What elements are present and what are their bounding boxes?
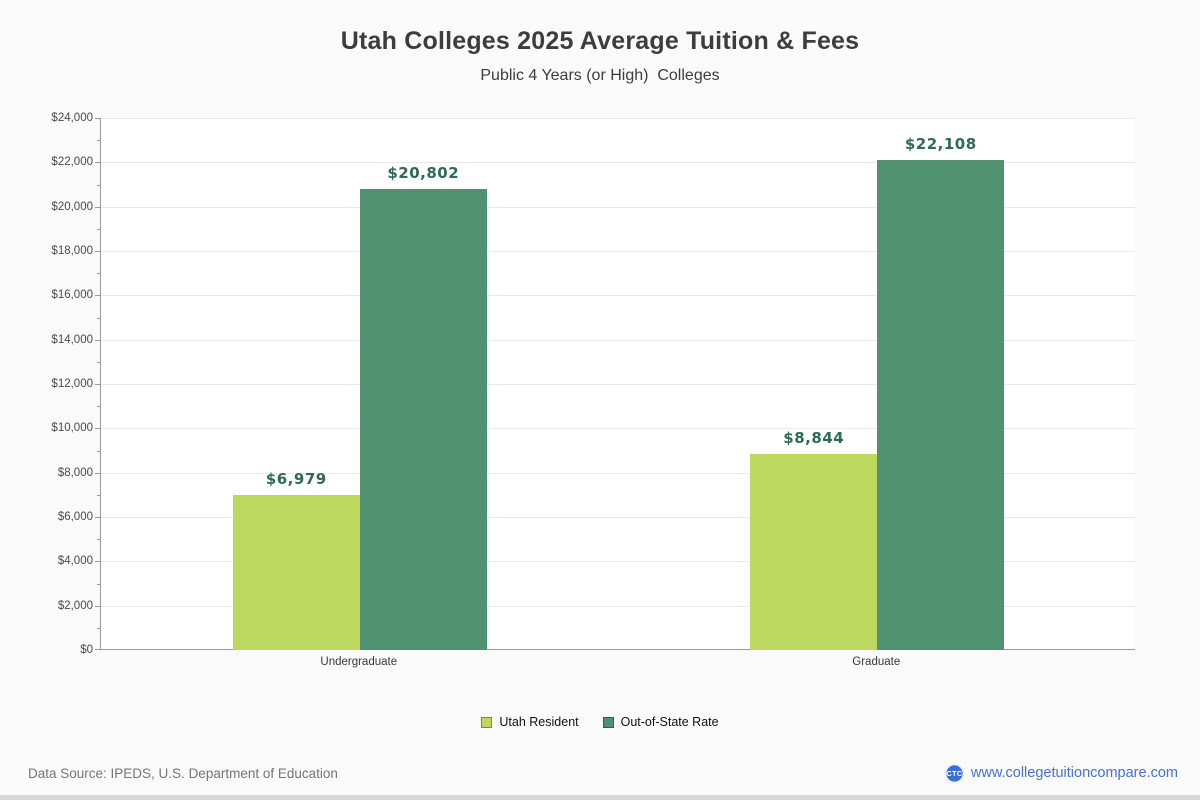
y-axis-minor-tick [97, 539, 101, 541]
x-axis-label-undergraduate: Undergraduate [320, 656, 398, 668]
chart-subtitle: Public 4 Years (or High) Colleges [480, 67, 720, 84]
footer: Data Source: IPEDS, U.S. Department of E… [28, 761, 1178, 785]
y-axis-tick-label: $20,000 [51, 200, 93, 213]
y-axis-tick-label: $12,000 [51, 378, 93, 390]
gridline [101, 206, 1135, 208]
y-axis: $0 $2,000 $4,000 $6,000 $8,000 $10,000 $12,000… [0, 112, 93, 656]
ctc-logo-icon: CTC [944, 763, 964, 783]
gridline [101, 118, 1135, 119]
y-axis-minor-tick [97, 494, 101, 496]
gridline [101, 162, 1135, 164]
y-axis-minor-tick [97, 184, 101, 186]
y-axis-tick-label: $14,000 [51, 333, 93, 346]
y-axis-tick-label: $18,000 [51, 245, 93, 257]
gridline [101, 561, 1135, 563]
x-axis-label-graduate: Graduate [852, 656, 901, 668]
y-axis-major-tick [95, 206, 101, 208]
gridline [101, 472, 1135, 474]
y-axis-minor-tick [97, 583, 101, 585]
gridline [101, 428, 1135, 430]
gridline [101, 339, 1135, 341]
gridline [101, 517, 1135, 518]
legend-label: Out-of-State Rate [620, 715, 719, 729]
bar-utah-resident-graduate [750, 453, 878, 650]
gridline [101, 295, 1135, 297]
value-label-out-of-state-rate-undergraduate: $20,802 [387, 163, 460, 182]
y-axis-tick-label: $22,000 [51, 156, 93, 169]
value-label-utah-resident-graduate: $8,844 [783, 428, 845, 447]
y-axis-minor-tick [97, 273, 101, 275]
bar-utah-resident-undergraduate [232, 495, 360, 650]
site-link[interactable]: CTC www.collegetuitioncompare.com [944, 763, 1178, 783]
chart-header: Utah Colleges 2025 Average Tuition & Fee… [0, 27, 1200, 85]
y-axis-major-tick [95, 339, 101, 341]
legend-item-utah-resident: Utah Resident [481, 715, 579, 729]
y-axis-major-tick [95, 517, 101, 518]
legend-swatch-out-of-state-rate [602, 716, 614, 728]
y-axis-minor-tick [97, 140, 101, 142]
gridline [101, 605, 1135, 607]
value-label-out-of-state-rate-graduate: $22,108 [904, 134, 977, 153]
gridline [101, 251, 1135, 252]
y-axis-major-tick [95, 472, 101, 474]
value-label-utah-resident-undergraduate: $6,979 [265, 470, 327, 489]
y-axis-major-tick [95, 118, 101, 119]
gridline [101, 384, 1135, 385]
y-axis-tick-label: $6,000 [57, 511, 93, 523]
data-source-note: Data Source: IPEDS, U.S. Department of E… [28, 765, 338, 781]
y-axis-minor-tick [97, 317, 101, 319]
legend-item-out-of-state-rate: Out-of-State Rate [602, 715, 719, 729]
chart-title: Utah Colleges 2025 Average Tuition & Fee… [340, 27, 860, 55]
y-axis-tick-label: $2,000 [57, 599, 93, 612]
y-axis-tick-label: $16,000 [51, 289, 93, 302]
y-axis-minor-tick [97, 450, 101, 452]
legend-label: Utah Resident [499, 715, 579, 729]
x-axis-baseline [101, 649, 1135, 650]
y-axis-major-tick [95, 251, 101, 252]
y-axis-tick-label: $8,000 [57, 466, 93, 479]
y-axis-tick-label: $10,000 [51, 422, 93, 435]
y-axis-tick-label: $0 [80, 644, 93, 656]
y-axis-minor-tick [97, 406, 101, 408]
y-axis-major-tick [95, 162, 101, 164]
y-axis-major-tick [95, 384, 101, 385]
y-axis-minor-tick [97, 361, 101, 363]
y-axis-major-tick [95, 561, 101, 563]
y-axis-major-tick [95, 605, 101, 607]
y-axis-minor-tick [97, 228, 101, 230]
y-axis-major-tick [95, 428, 101, 430]
y-axis-tick-label: $24,000 [51, 112, 93, 124]
plot-area: $6,979 $20,802 $8,844 $22,108 [95, 118, 1135, 650]
site-url: www.collegetuitioncompare.com [970, 765, 1178, 781]
y-axis-major-tick [95, 295, 101, 297]
bar-out-of-state-rate-undergraduate [359, 188, 487, 650]
legend-swatch-utah-resident [481, 716, 493, 728]
y-axis-minor-tick [97, 627, 101, 629]
bottom-strip [0, 795, 1200, 800]
legend: Utah Resident Out-of-State Rate [0, 715, 1200, 729]
y-axis-tick-label: $4,000 [57, 555, 93, 568]
y-axis-major-tick [95, 649, 101, 650]
bar-out-of-state-rate-graduate [877, 159, 1005, 650]
